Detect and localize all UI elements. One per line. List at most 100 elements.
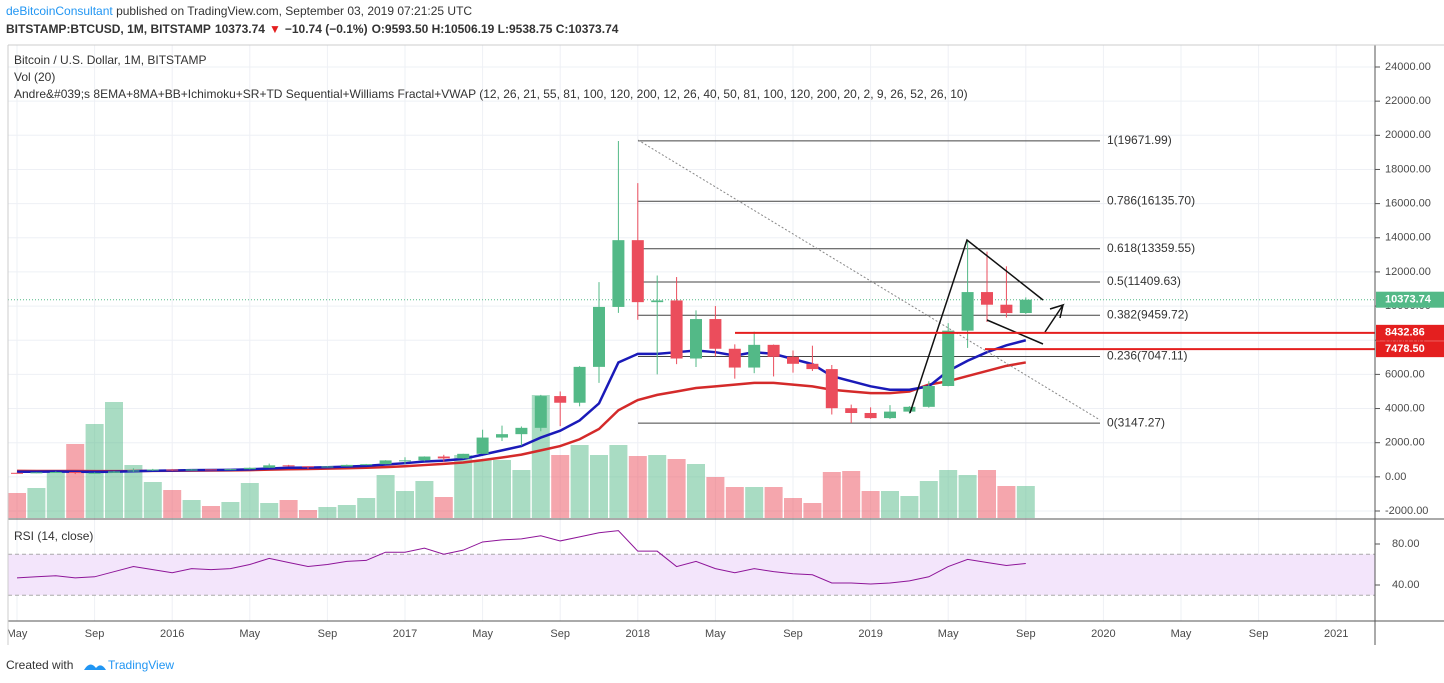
volume-bar xyxy=(434,497,453,518)
fib-label: 0.236(7047.11) xyxy=(1107,349,1188,363)
candle-body xyxy=(127,470,140,472)
candle-body xyxy=(360,464,373,466)
y-tick-label: 6000.00 xyxy=(1385,368,1425,380)
x-tick-label: Sep xyxy=(1016,628,1036,640)
y-tick-label: 4000.00 xyxy=(1385,402,1425,414)
candle-body xyxy=(166,469,179,471)
last: 10373.74 xyxy=(215,22,265,36)
rsi-title: RSI (14, close) xyxy=(14,529,93,543)
candle-body xyxy=(282,465,295,467)
volume-bar xyxy=(861,491,880,518)
volume-bar xyxy=(415,481,434,518)
x-tick-label: May xyxy=(1171,628,1192,640)
candle-body xyxy=(30,472,43,474)
fib-label: 0.5(11409.63) xyxy=(1107,274,1181,288)
fib-label: 0.786(16135.70) xyxy=(1107,193,1195,207)
volume-bar xyxy=(978,470,996,518)
logo xyxy=(84,664,106,670)
volume-bar xyxy=(27,488,46,518)
candle-body xyxy=(981,292,993,305)
candle-body xyxy=(418,456,431,461)
volume-bar xyxy=(745,487,764,518)
candle-body xyxy=(321,466,334,468)
volume-bar xyxy=(337,505,356,518)
candle-body xyxy=(903,406,916,412)
candle-body xyxy=(69,471,82,473)
candle-body xyxy=(457,453,470,459)
candle-body xyxy=(825,369,838,409)
x-tick-label: Sep xyxy=(1249,628,1269,640)
volume-bar xyxy=(570,445,589,518)
candle-body xyxy=(185,469,198,471)
rsi-line xyxy=(16,530,1026,585)
x-tick-label: 2018 xyxy=(626,628,650,640)
volume-bar xyxy=(8,493,26,518)
volume-bar xyxy=(900,496,919,518)
last-price-label: 10373.74 xyxy=(1385,294,1432,306)
x-tick-label: May xyxy=(239,628,260,640)
candle-body xyxy=(690,319,702,359)
candle-body xyxy=(263,465,276,468)
volume-bar xyxy=(784,498,802,518)
candle-body xyxy=(573,366,586,403)
volume-bar xyxy=(357,498,376,518)
volume-bar xyxy=(609,445,628,518)
volume-bar xyxy=(454,455,473,518)
volume-bar xyxy=(919,481,938,518)
volume-bar xyxy=(240,483,259,518)
rsi-tick-label: 40.00 xyxy=(1392,579,1420,591)
x-tick-label: Sep xyxy=(550,628,570,640)
candle-body xyxy=(1000,304,1013,314)
volume-bar xyxy=(1016,486,1035,518)
volume-bar xyxy=(202,506,220,518)
legend-item: Bitcoin / U.S. Dollar, 1M, BITSTAMP xyxy=(14,53,207,67)
y-tick-label: 18000.00 xyxy=(1385,163,1431,175)
fib-label: 1(19671.99) xyxy=(1107,133,1172,147)
volume-bar xyxy=(396,491,414,518)
volume-bar xyxy=(473,460,492,518)
level-label: 8432.86 xyxy=(1385,327,1425,339)
x-tick-label: 2017 xyxy=(393,628,417,640)
volume-bar xyxy=(551,455,570,518)
arrow xyxy=(1059,304,1064,319)
candle-body xyxy=(593,306,605,367)
candle-body xyxy=(379,460,392,465)
last-price-tag xyxy=(1376,291,1444,308)
legend-item: Vol (20) xyxy=(14,70,55,84)
y-tick-label: 2000.00 xyxy=(1385,437,1425,449)
volume-bar xyxy=(260,503,279,518)
author: deBitcoinConsultant xyxy=(6,4,113,18)
header-line: deBitcoinConsultant published on Trading… xyxy=(6,4,472,18)
volume-bar xyxy=(764,487,783,518)
volume-bar xyxy=(628,456,647,518)
volume-bar xyxy=(163,490,182,518)
volume-bar xyxy=(842,471,861,518)
volume-bar xyxy=(997,486,1016,518)
x-tick-label: May xyxy=(938,628,959,640)
volume-bar xyxy=(279,500,298,518)
candle-body xyxy=(88,472,101,474)
footer-brand[interactable]: TradingView xyxy=(108,658,174,672)
volume-bar xyxy=(687,464,705,518)
x-tick-label: 2019 xyxy=(858,628,882,640)
candle-body xyxy=(49,471,62,473)
candle-body xyxy=(146,469,159,471)
candle-body xyxy=(340,464,353,467)
candle-body xyxy=(496,434,508,438)
arrow: ▼ xyxy=(269,22,281,36)
rsi-band xyxy=(8,554,1375,596)
candle-body xyxy=(748,344,761,368)
candle-body xyxy=(922,385,935,407)
y-tick-label: 16000.00 xyxy=(1385,198,1431,210)
volume-bar xyxy=(66,444,85,518)
rsi-tick-label: 80.00 xyxy=(1392,538,1420,550)
triangle-drawing xyxy=(909,238,1044,414)
x-tick-label: May xyxy=(7,628,28,640)
volume-bar xyxy=(46,470,65,518)
volume-bar xyxy=(124,465,143,518)
volume-bar xyxy=(667,459,686,518)
volume-bar xyxy=(706,477,725,518)
ohlc: O:9593.50 H:10506.19 L:9538.75 C:10373.7… xyxy=(372,22,619,36)
candle-body xyxy=(728,348,741,368)
